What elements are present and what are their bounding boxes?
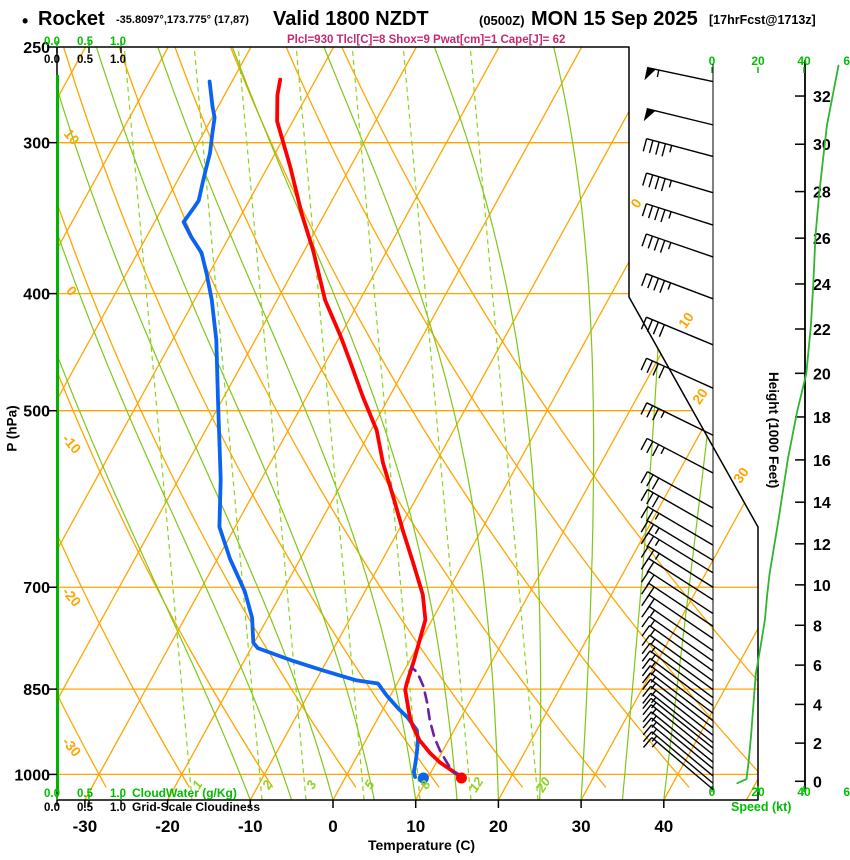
temperature-tick-label: 30 xyxy=(572,817,591,836)
isotherm-label: 0 xyxy=(627,195,645,211)
cloudwater-axis-title: CloudWater (g/Kg) xyxy=(132,786,237,800)
isotherm-label: 20 xyxy=(689,385,711,407)
cloudiness-axis-title: Grid-Scale Cloudiness xyxy=(132,800,261,814)
cloudiness-scale-tick: 0.0 xyxy=(44,54,60,66)
speed-tick-label-top: 0 xyxy=(709,54,716,68)
cloudwater-scale-bottom: 0.0 0.5 1.0 xyxy=(44,788,126,800)
dry-adiabat-label: -30 xyxy=(59,734,84,760)
cloudiness-scale-tick: 0.0 xyxy=(44,802,60,814)
wind-barbs xyxy=(640,64,714,790)
cloudiness-scale-tick: 0.5 xyxy=(77,802,94,814)
cloudiness-scale-tick: 1.0 xyxy=(110,802,126,814)
valid-time: Valid 1800 NZDT xyxy=(273,8,429,30)
dry-adiabats xyxy=(57,47,758,788)
height-tick-label: 26 xyxy=(813,231,831,248)
mixing-ratio-label: 12 xyxy=(466,774,487,795)
dry-adiabat-label: -10 xyxy=(59,431,84,457)
pressure-tick-label: 1000 xyxy=(14,767,50,784)
height-tick-label: 22 xyxy=(813,322,831,339)
height-tick-label: 28 xyxy=(813,185,831,202)
cloudwater-scale-tick: 1.0 xyxy=(110,36,126,48)
height-tick-label: 16 xyxy=(813,453,831,470)
dry-adiabat-label: 10 xyxy=(61,126,83,148)
mixing-ratio-label: 20 xyxy=(532,774,553,796)
station-name: Rocket xyxy=(38,8,105,30)
height-tick-label: 8 xyxy=(813,618,822,635)
speed-tick-label-top: 40 xyxy=(797,54,811,68)
height-tick-label: 4 xyxy=(813,697,822,714)
pressure-tick-label: 300 xyxy=(23,136,50,153)
valid-date: MON 15 Sep 2025 xyxy=(531,8,698,30)
dewpoint-curve xyxy=(181,79,420,779)
cloudwater-scale-tick: 0.0 xyxy=(44,36,60,48)
height-tick-label: 30 xyxy=(813,137,831,154)
cloudwater-scale-tick: 0.5 xyxy=(77,36,94,48)
height-axis-title: Height (1000 Feet) xyxy=(766,372,781,489)
pressure-tick-label: 250 xyxy=(23,40,50,57)
height-tick-label: 2 xyxy=(813,736,822,753)
sounding-curves xyxy=(181,77,464,779)
temperature-tick-label: 0 xyxy=(328,817,337,836)
speed-tick-label-top: 20 xyxy=(751,54,765,68)
pressure-tick-label: 500 xyxy=(23,404,50,421)
isotherms xyxy=(57,47,758,800)
cloudwater-scale-tick: 0.5 xyxy=(77,788,94,800)
station-coords: -35.8097°,173.775° (17,87) xyxy=(116,14,249,26)
cloudwater-scale-tick: 1.0 xyxy=(110,788,126,800)
parcel-curve xyxy=(410,666,464,778)
speed-tick-label-bottom: 60 xyxy=(843,785,850,799)
speed-tick-label-top: 60 xyxy=(843,54,850,68)
temperature-tick-label: 40 xyxy=(654,817,673,836)
temperature-tick-label: 20 xyxy=(489,817,508,836)
cloudiness-scale-tick: 0.5 xyxy=(77,54,94,66)
height-tick-label: 20 xyxy=(813,366,831,383)
temperature-tick-label: 10 xyxy=(406,817,425,836)
surface-dewpoint-dot xyxy=(417,772,429,784)
cloudwater-scale-top: 0.0 0.5 1.0 xyxy=(44,36,126,48)
station-bullet-icon: • xyxy=(22,11,29,31)
cloudiness-scale-top: 0.0 0.5 1.0 xyxy=(44,47,126,66)
pressure-axis-title: P (hPa) xyxy=(4,405,20,452)
wind-speed-curve xyxy=(736,64,840,785)
height-tick-label: 10 xyxy=(813,578,831,595)
temperature-tick-label: -20 xyxy=(155,817,180,836)
temperature-tick-labels: -30 -20 -10 0 10 20 30 40 xyxy=(73,800,673,836)
cloudiness-scale-bottom: 0.0 0.5 1.0 xyxy=(44,800,126,814)
height-tick-label: 14 xyxy=(813,495,831,512)
cloudwater-scale-tick: 0.0 xyxy=(44,788,60,800)
height-tick-label: 0 xyxy=(813,774,822,791)
mixing-ratio-labels: 1 2 3 5 8 12 20 xyxy=(189,774,554,796)
speed-axis-labels: 00202040406060 xyxy=(709,54,850,799)
pressure-tick-label: 700 xyxy=(23,580,50,597)
height-tick-label: 6 xyxy=(813,658,822,675)
pressure-tick-labels: 250 300 400 500 700 850 1000 xyxy=(14,40,57,784)
pressure-tick-label: 400 xyxy=(23,287,50,304)
surface-temp-dot xyxy=(455,772,467,784)
sounding-params: Plcl=930 Tlcl[C]=8 Shox=9 Pwat[cm]=1 Cap… xyxy=(287,34,566,46)
isotherm-label: 10 xyxy=(675,309,697,331)
skewt-lattice xyxy=(57,47,758,800)
speed-axis-title: Speed (kt) xyxy=(731,800,792,814)
temperature-tick-label: -10 xyxy=(238,817,263,836)
height-tick-label: 12 xyxy=(813,537,831,554)
height-tick-label: 32 xyxy=(813,89,831,106)
moist-adiabats xyxy=(57,47,748,800)
pressure-tick-label: 850 xyxy=(23,682,50,699)
temperature-curve xyxy=(275,77,464,779)
temperature-tick-label: -30 xyxy=(73,817,98,836)
height-tick-label: 18 xyxy=(813,410,831,427)
mixing-ratio-lines xyxy=(123,47,539,800)
forecast-info: [17hrFcst@1713z] xyxy=(709,13,816,27)
cloudiness-scale-tick: 1.0 xyxy=(110,54,126,66)
valid-zulu: (0500Z) xyxy=(479,13,525,28)
height-tick-label: 24 xyxy=(813,277,831,294)
temperature-axis-title: Temperature (C) xyxy=(368,837,476,853)
